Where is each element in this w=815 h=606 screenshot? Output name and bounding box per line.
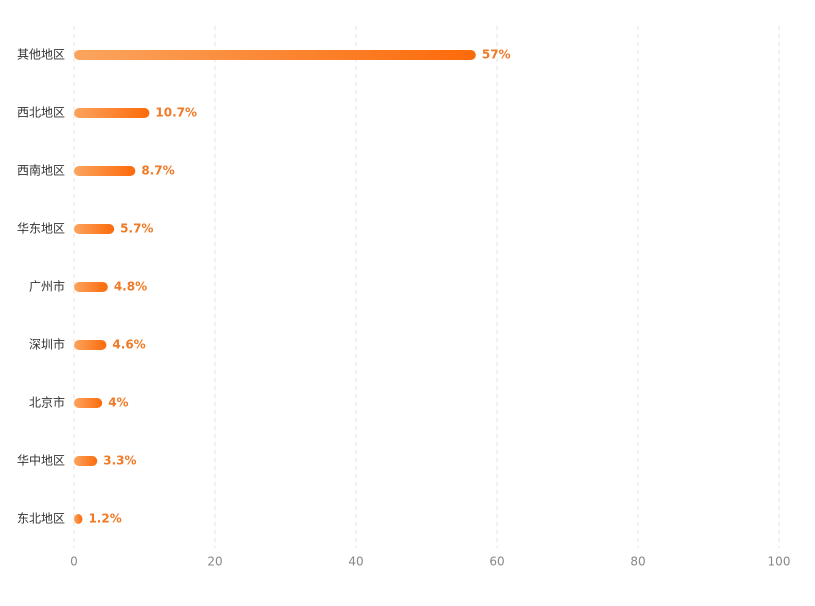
category-label: 华中地区 [17,453,65,468]
bar [74,224,115,234]
value-label: 3.3% [103,454,136,468]
value-label: 4.6% [112,338,145,352]
category-label: 西北地区 [17,106,65,120]
bar [74,166,136,176]
bar [74,108,150,118]
category-label: 东北地区 [17,512,65,526]
x-tick-label: 0 [70,555,78,569]
bar [74,282,108,292]
bar [74,514,83,524]
value-label: 4% [108,396,128,410]
category-label: 北京市 [29,395,65,410]
category-label: 广州市 [29,279,65,294]
value-label: 1.2% [88,512,121,526]
category-label: 其他地区 [17,48,65,62]
bar [74,340,107,350]
category-label: 深圳市 [29,337,65,352]
x-tick-label: 60 [489,555,504,569]
x-tick-label: 80 [630,555,645,569]
bar [74,398,103,408]
x-tick-label: 40 [348,555,363,569]
value-label: 4.8% [114,280,147,294]
x-tick-label: 20 [207,555,222,569]
value-label: 10.7% [155,106,197,120]
category-label: 华东地区 [17,222,65,236]
bar [74,456,98,466]
bar [74,50,476,60]
x-tick-label: 100 [768,555,791,569]
value-label: 57% [482,48,511,62]
category-label: 西南地区 [17,163,65,178]
value-label: 8.7% [141,164,174,178]
value-label: 5.7% [120,222,153,236]
